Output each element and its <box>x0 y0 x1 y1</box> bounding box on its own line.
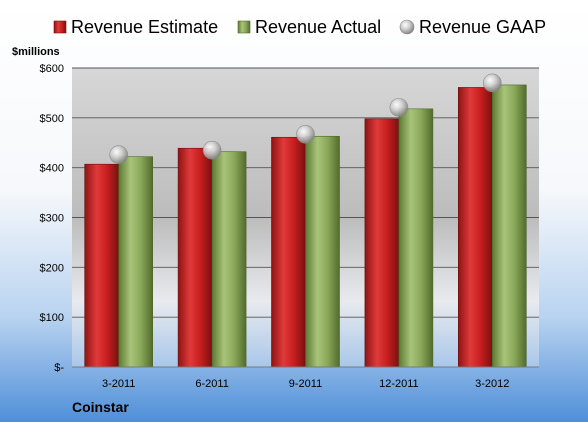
y-tick-label: $100 <box>40 312 64 324</box>
y-tick-label: $500 <box>40 113 64 125</box>
bar-revenue-actual <box>398 108 434 368</box>
bar-revenue-actual <box>305 135 340 368</box>
y-tick-label: $300 <box>40 213 64 225</box>
gaap-markers <box>109 73 502 165</box>
bar-revenue-estimate <box>177 147 213 368</box>
bar-revenue-estimate <box>84 163 119 368</box>
bar-revenue-actual <box>118 156 153 368</box>
x-tick-label: 3-2012 <box>475 378 509 390</box>
x-tick-label: 12-2011 <box>379 378 419 390</box>
x-tick-label: 3-2011 <box>102 378 135 390</box>
legend-marker-revenue-gaap <box>399 19 415 35</box>
marker-revenue-gaap <box>109 145 128 165</box>
y-axis-unit-label: $millions <box>12 46 60 58</box>
marker-revenue-gaap <box>202 140 222 160</box>
bar-revenue-actual <box>491 84 527 368</box>
x-tick-label: 6-2011 <box>195 378 228 390</box>
bar-revenue-estimate <box>271 136 306 368</box>
bar-revenue-actual <box>211 151 247 368</box>
y-axis-ticks: $- $100 $200 $300 $400 $500 $600 <box>40 63 65 374</box>
y-tick-label: $400 <box>40 163 64 175</box>
x-tick-label: 9-2011 <box>289 378 322 390</box>
marker-revenue-gaap <box>482 73 502 93</box>
legend-label-revenue-gaap: Revenue GAAP <box>419 17 546 37</box>
company-label: Coinstar <box>72 399 129 415</box>
legend-swatch-revenue-estimate <box>53 20 67 34</box>
y-tick-label: $600 <box>40 63 64 75</box>
x-axis-ticks: 3-2011 6-2011 9-2011 12-2011 3-2012 <box>102 378 509 390</box>
y-tick-label: $- <box>54 362 64 374</box>
marker-revenue-gaap <box>296 124 315 144</box>
bar-revenue-estimate <box>457 87 493 368</box>
bars <box>84 84 527 368</box>
legend-swatch-revenue-actual <box>237 20 251 34</box>
legend-label-revenue-estimate: Revenue Estimate <box>71 17 218 37</box>
bar-revenue-estimate <box>364 118 400 368</box>
marker-revenue-gaap <box>389 98 409 117</box>
y-tick-label: $200 <box>40 262 64 274</box>
legend-label-revenue-actual: Revenue Actual <box>255 17 381 37</box>
legend: Revenue Estimate Revenue Actual Revenue … <box>53 17 546 37</box>
